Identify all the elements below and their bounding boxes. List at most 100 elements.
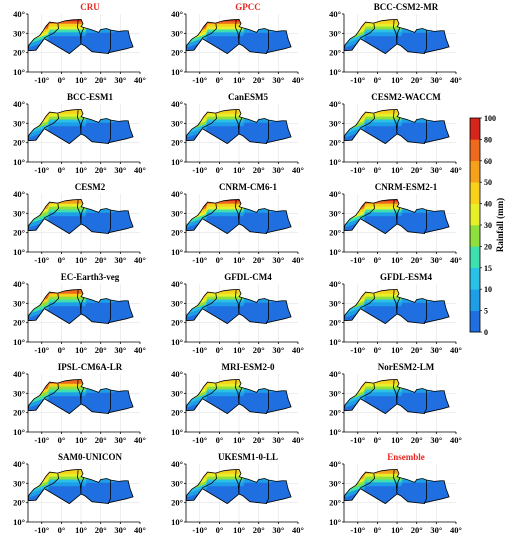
colorbar: 0 5 10 15 20 30 40 50 60 80 100 Rainfall (mm) bbox=[469, 114, 505, 337]
rainfall-field bbox=[344, 109, 450, 144]
panel-title: CRU bbox=[80, 2, 100, 12]
colorbar-segment bbox=[470, 310, 480, 333]
x-tick-label: 30° bbox=[272, 435, 284, 445]
y-tick-label: 40° bbox=[171, 459, 183, 469]
panel-title: GFDL-CM4 bbox=[224, 272, 272, 282]
x-tick-label: 30° bbox=[114, 435, 126, 445]
x-tick-label: 10° bbox=[391, 255, 403, 265]
x-tick-label: 0° bbox=[374, 255, 382, 265]
colorbar-label: Rainfall (mm) bbox=[495, 198, 505, 252]
x-tick-label: 40° bbox=[134, 255, 146, 265]
rainfall-field bbox=[344, 469, 450, 504]
y-tick-label: 20° bbox=[13, 318, 25, 328]
panel-title: CESM2-WACCM bbox=[371, 92, 441, 102]
x-tick-label: 30° bbox=[430, 525, 442, 535]
x-tick-label: 40° bbox=[292, 75, 304, 85]
colorbar-segment bbox=[470, 225, 480, 247]
y-tick-label: 40° bbox=[171, 99, 183, 109]
x-tick-label: 10° bbox=[391, 525, 403, 535]
y-tick-label: 40° bbox=[329, 99, 341, 109]
x-tick-label: 20° bbox=[95, 525, 107, 535]
x-tick-label: 30° bbox=[114, 255, 126, 265]
y-tick-label: 40° bbox=[329, 369, 341, 379]
panel-gpcc: GPCC 40° 30° 20° 10° -10° 0° 10° 20° 30° 40° bbox=[171, 2, 304, 85]
y-tick-label: 20° bbox=[329, 498, 341, 508]
panel-title: UKESM1-0-LL bbox=[218, 452, 278, 462]
x-tick-label: 20° bbox=[253, 255, 265, 265]
y-tick-label: 20° bbox=[13, 408, 25, 418]
x-tick-label: 40° bbox=[292, 165, 304, 175]
panel-sam0-unicon: SAM0-UNICON 40° 30° 20° 10° -10° 0° 10° 20° 30° 40… bbox=[13, 452, 146, 535]
y-tick-label: 10° bbox=[13, 427, 25, 437]
rainfall-field bbox=[186, 199, 292, 234]
y-tick-label: 40° bbox=[13, 459, 25, 469]
rainfall-field bbox=[28, 109, 134, 144]
rainfall-field bbox=[28, 469, 134, 504]
panel-title: MRI-ESM2-0 bbox=[222, 362, 275, 372]
y-tick-label: 20° bbox=[171, 228, 183, 238]
country-borders bbox=[27, 378, 134, 415]
y-tick-label: 20° bbox=[171, 48, 183, 58]
x-tick-label: 20° bbox=[411, 525, 423, 535]
x-tick-label: 40° bbox=[450, 165, 462, 175]
y-tick-label: 40° bbox=[13, 9, 25, 19]
x-tick-label: -10° bbox=[350, 255, 365, 265]
y-tick-label: 10° bbox=[171, 517, 183, 527]
x-tick-label: 0° bbox=[216, 525, 224, 535]
y-tick-label: 20° bbox=[13, 498, 25, 508]
colorbar-tick-label: 30 bbox=[484, 221, 492, 230]
y-tick-label: 40° bbox=[13, 99, 25, 109]
y-tick-label: 10° bbox=[13, 157, 25, 167]
x-tick-label: 20° bbox=[411, 165, 423, 175]
x-tick-label: 30° bbox=[430, 165, 442, 175]
rainfall-field bbox=[28, 19, 134, 54]
y-tick-label: 30° bbox=[171, 208, 183, 218]
x-tick-label: 40° bbox=[134, 345, 146, 355]
colorbar-tick-label: 50 bbox=[484, 178, 492, 187]
x-tick-label: 0° bbox=[58, 75, 66, 85]
panel-ec-earth3-veg: EC-Earth3-veg 40° 30° 20° 10° -10° 0° 10° 20° 30°… bbox=[13, 272, 146, 355]
x-tick-label: 20° bbox=[411, 255, 423, 265]
colorbar-segment bbox=[470, 289, 480, 311]
y-tick-label: 10° bbox=[13, 67, 25, 77]
country-borders bbox=[343, 198, 450, 235]
y-tick-label: 20° bbox=[13, 48, 25, 58]
x-tick-label: 40° bbox=[450, 75, 462, 85]
x-tick-label: 10° bbox=[233, 435, 245, 445]
panel-ensemble: Ensemble 40° 30° 20° 10° -10° 0° 10° 20° 30° 40° bbox=[329, 452, 462, 535]
y-tick-label: 40° bbox=[171, 189, 183, 199]
x-tick-label: 10° bbox=[233, 75, 245, 85]
x-tick-label: -10° bbox=[192, 75, 207, 85]
panel-cnrm-esm2-1: CNRM-ESM2-1 40° 30° 20° 10° -10° 0° 10° 20° 30° 40… bbox=[329, 182, 462, 265]
colorbar-tick-label: 10 bbox=[484, 285, 492, 294]
panel-title: EC-Earth3-veg bbox=[61, 272, 120, 282]
x-tick-label: 40° bbox=[292, 525, 304, 535]
x-tick-label: -10° bbox=[192, 165, 207, 175]
country-borders bbox=[27, 288, 134, 325]
x-tick-label: 10° bbox=[233, 525, 245, 535]
colorbar-tick-label: 0 bbox=[484, 328, 488, 337]
y-tick-label: 40° bbox=[329, 9, 341, 19]
panel-bcc-csm2-mr: BCC-CSM2-MR 40° 30° 20° 10° -10° 0° 10° 20° 30° 40… bbox=[329, 2, 462, 85]
y-tick-label: 20° bbox=[13, 138, 25, 148]
x-tick-label: 40° bbox=[134, 75, 146, 85]
x-tick-label: 10° bbox=[233, 345, 245, 355]
x-tick-label: 40° bbox=[292, 345, 304, 355]
x-tick-label: -10° bbox=[34, 255, 49, 265]
y-tick-label: 30° bbox=[171, 478, 183, 488]
country-borders bbox=[185, 198, 292, 235]
panel-canesm5: CanESM5 40° 30° 20° 10° -10° 0° 10° 20° 30° 40° bbox=[171, 92, 304, 175]
rainfall-field bbox=[186, 379, 292, 414]
x-tick-label: 30° bbox=[272, 75, 284, 85]
x-tick-label: -10° bbox=[34, 525, 49, 535]
y-tick-label: 40° bbox=[329, 459, 341, 469]
y-tick-label: 10° bbox=[329, 67, 341, 77]
x-tick-label: 20° bbox=[253, 75, 265, 85]
panel-mri-esm2-0: MRI-ESM2-0 40° 30° 20° 10° -10° 0° 10° 20° 30° 40° bbox=[171, 362, 304, 445]
y-tick-label: 20° bbox=[329, 408, 341, 418]
y-tick-label: 40° bbox=[13, 279, 25, 289]
y-tick-label: 10° bbox=[171, 247, 183, 257]
x-tick-label: -10° bbox=[350, 345, 365, 355]
y-tick-label: 30° bbox=[171, 388, 183, 398]
x-tick-label: 40° bbox=[134, 435, 146, 445]
